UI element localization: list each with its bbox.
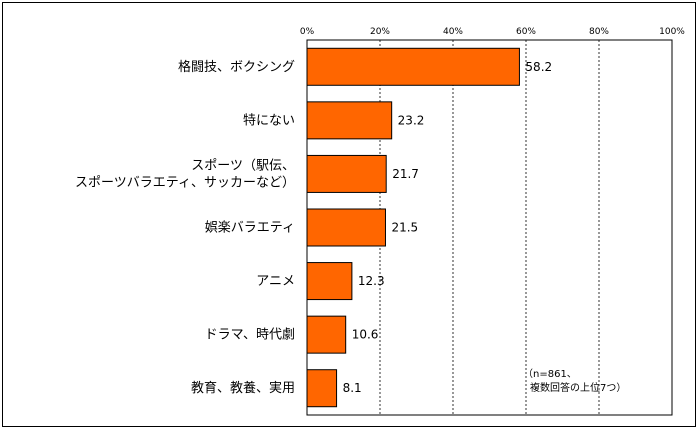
category-label-line: アニメ (256, 274, 295, 289)
category-label-line: 教育、教養、実用 (191, 380, 295, 396)
x-tick-label: 60% (516, 27, 536, 37)
data-label: 21.5 (391, 221, 418, 235)
bar (306, 47, 520, 86)
data-label: 21.7 (392, 167, 419, 181)
data-label: 23.2 (398, 113, 425, 127)
category-label-line: 格闘技、ボクシング (178, 59, 295, 75)
x-tick-label: 0% (300, 27, 315, 37)
category-label: 娯楽バラエティ (205, 220, 295, 236)
bar (306, 101, 393, 140)
data-label: 8.1 (343, 381, 362, 395)
chart-frame: 0% 20% 40% 60% 80% 100% 58.2 格闘技、ボクシング 23.2 特にない 2… (2, 2, 696, 427)
sample-note: （n=861、複数回答の上位7つ） (523, 368, 626, 394)
sample-note-line: 複数回答の上位7つ） (530, 381, 626, 394)
category-label-line: スポーツ（駅伝、 (191, 158, 295, 173)
data-label: 10.6 (352, 328, 379, 342)
x-tick-label: 100% (659, 27, 685, 37)
category-label: スポーツ（駅伝、スポーツバラエティ、サッカーなど） (75, 158, 295, 190)
x-tick-label: 80% (589, 27, 609, 37)
data-label: 12.3 (358, 274, 385, 288)
bar (306, 208, 386, 247)
x-tick-label: 20% (370, 27, 390, 37)
category-label: 格闘技、ボクシング (178, 59, 295, 75)
bar (306, 262, 353, 301)
category-label-line: スポーツバラエティ、サッカーなど） (75, 175, 295, 190)
category-label: 特にない (243, 113, 295, 128)
category-label: ドラマ、時代劇 (205, 328, 295, 343)
category-label: アニメ (256, 274, 295, 289)
bar (306, 315, 347, 354)
bar (306, 154, 387, 193)
category-label-line: 特にない (243, 113, 295, 128)
bar-chart: 0% 20% 40% 60% 80% 100% 58.2 格闘技、ボクシング 23.2 特にない 2… (75, 27, 685, 416)
x-tick-label: 40% (443, 27, 463, 37)
bar (306, 369, 338, 408)
category-label: 教育、教養、実用 (191, 380, 295, 396)
category-label-line: 娯楽バラエティ (205, 220, 295, 236)
category-label-line: ドラマ、時代劇 (205, 328, 295, 343)
data-label: 58.2 (525, 60, 552, 74)
sample-note-line: （n=861、 (523, 368, 577, 380)
